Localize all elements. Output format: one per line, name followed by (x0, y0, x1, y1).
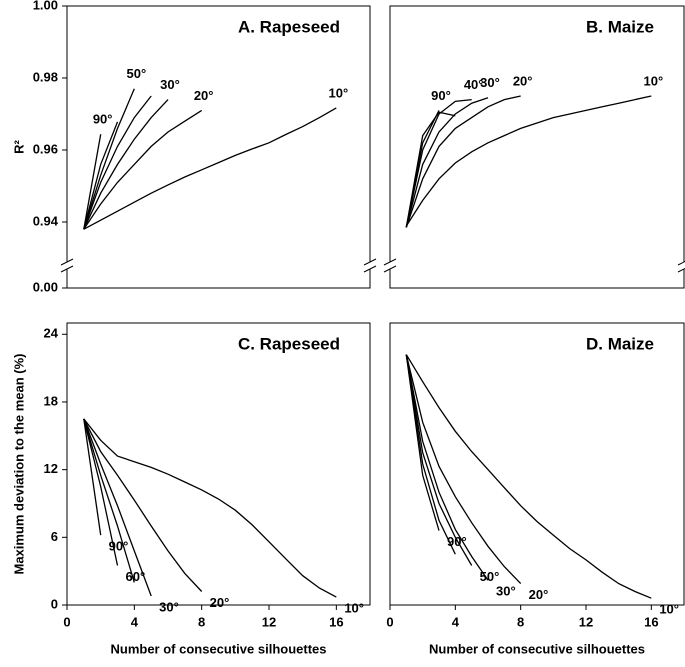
y-tick-label: 24 (44, 326, 59, 341)
axis-break-gap (678, 262, 685, 269)
plot-frame (389, 322, 685, 606)
series-line (83, 88, 135, 230)
series-label: 10° (659, 602, 679, 617)
series-line (405, 354, 440, 531)
series-line (405, 354, 456, 555)
series-line (83, 418, 152, 597)
x-tick-label: 12 (579, 614, 593, 629)
series-line (405, 354, 652, 599)
y-tick-label: 12 (44, 461, 58, 476)
series-label: 60° (126, 569, 146, 584)
y-tick-label: 1.00 (33, 0, 58, 12)
x-tick-label: 16 (329, 614, 343, 629)
plot-frame (66, 5, 371, 289)
series-label: 20° (529, 587, 549, 602)
y-tick-label: 0.98 (33, 69, 58, 84)
series-label: 30° (160, 77, 180, 92)
x-tick-label: 8 (198, 614, 205, 629)
series-label: 90° (431, 88, 451, 103)
y-tick-label: 6 (51, 529, 58, 544)
axis-break-gap (61, 262, 73, 269)
axis-break-mark (383, 258, 397, 266)
series-line (405, 95, 652, 227)
series-line (405, 111, 456, 228)
x-tick-label: 12 (262, 614, 276, 629)
axis-break-mark (60, 265, 74, 273)
series-line (83, 418, 119, 566)
x-tick-label: 0 (63, 614, 70, 629)
axis-break-mark (363, 258, 377, 266)
series-line (83, 121, 119, 230)
series-label: 30° (480, 75, 500, 90)
panel-title: D. Maize (586, 334, 654, 353)
x-axis-label: Number of consecutive silhouettes (111, 641, 327, 656)
series-line (405, 354, 489, 581)
x-tick-label: 4 (131, 614, 139, 629)
axis-break-mark (363, 265, 377, 273)
series-line (83, 418, 135, 583)
y-tick-label: 0.96 (33, 141, 58, 156)
panel-title: B. Maize (586, 17, 654, 36)
axis-break-mark (383, 265, 397, 273)
series-label: 50° (126, 66, 146, 81)
series-line (405, 354, 522, 585)
series-line (83, 418, 102, 536)
series-label: 20° (513, 73, 533, 88)
x-tick-label: 16 (644, 614, 658, 629)
series-line (83, 418, 337, 598)
series-label: 90° (109, 539, 129, 554)
axis-break-gap (384, 262, 396, 269)
series-line (83, 99, 169, 230)
y-axis-label: R² (11, 139, 26, 153)
series-label: 20° (210, 595, 230, 610)
series-line (83, 109, 203, 230)
series-label: 10° (643, 73, 663, 88)
y-axis-label: Maximum deviation to the mean (%) (11, 353, 26, 574)
plot-frame (66, 322, 371, 606)
series-line (83, 418, 203, 592)
series-label: 90° (93, 112, 113, 127)
series-line (405, 98, 472, 228)
series-label: 10° (344, 601, 364, 616)
axis-break-mark (677, 260, 685, 266)
series-line (83, 107, 337, 230)
axis-break-mark (677, 267, 685, 273)
series-line (83, 95, 152, 230)
series-label: 30° (496, 584, 516, 599)
panel-title: A. Rapeseed (238, 17, 340, 36)
y-tick-label: 0.94 (33, 213, 59, 228)
series-label: 90° (447, 534, 467, 549)
y-tick-label: 0.00 (33, 279, 58, 294)
series-line (405, 97, 489, 228)
series-line (405, 354, 473, 566)
series-label: 20° (194, 88, 214, 103)
x-axis-label: Number of consecutive silhouettes (429, 641, 645, 656)
x-tick-label: 8 (517, 614, 524, 629)
series-label: 10° (328, 85, 348, 100)
y-tick-label: 18 (44, 393, 58, 408)
series-label: 40° (464, 77, 484, 92)
panel-title: C. Rapeseed (238, 334, 340, 353)
series-line (405, 110, 440, 228)
y-tick-label: 0 (51, 596, 58, 611)
series-label: 50° (480, 569, 500, 584)
x-tick-label: 4 (452, 614, 460, 629)
plot-frame (389, 5, 685, 289)
series-line (405, 95, 521, 228)
x-tick-label: 0 (386, 614, 393, 629)
series-label: 30° (159, 599, 179, 614)
series-line (83, 134, 102, 230)
axis-break-gap (364, 262, 376, 269)
axis-break-mark (60, 258, 74, 266)
